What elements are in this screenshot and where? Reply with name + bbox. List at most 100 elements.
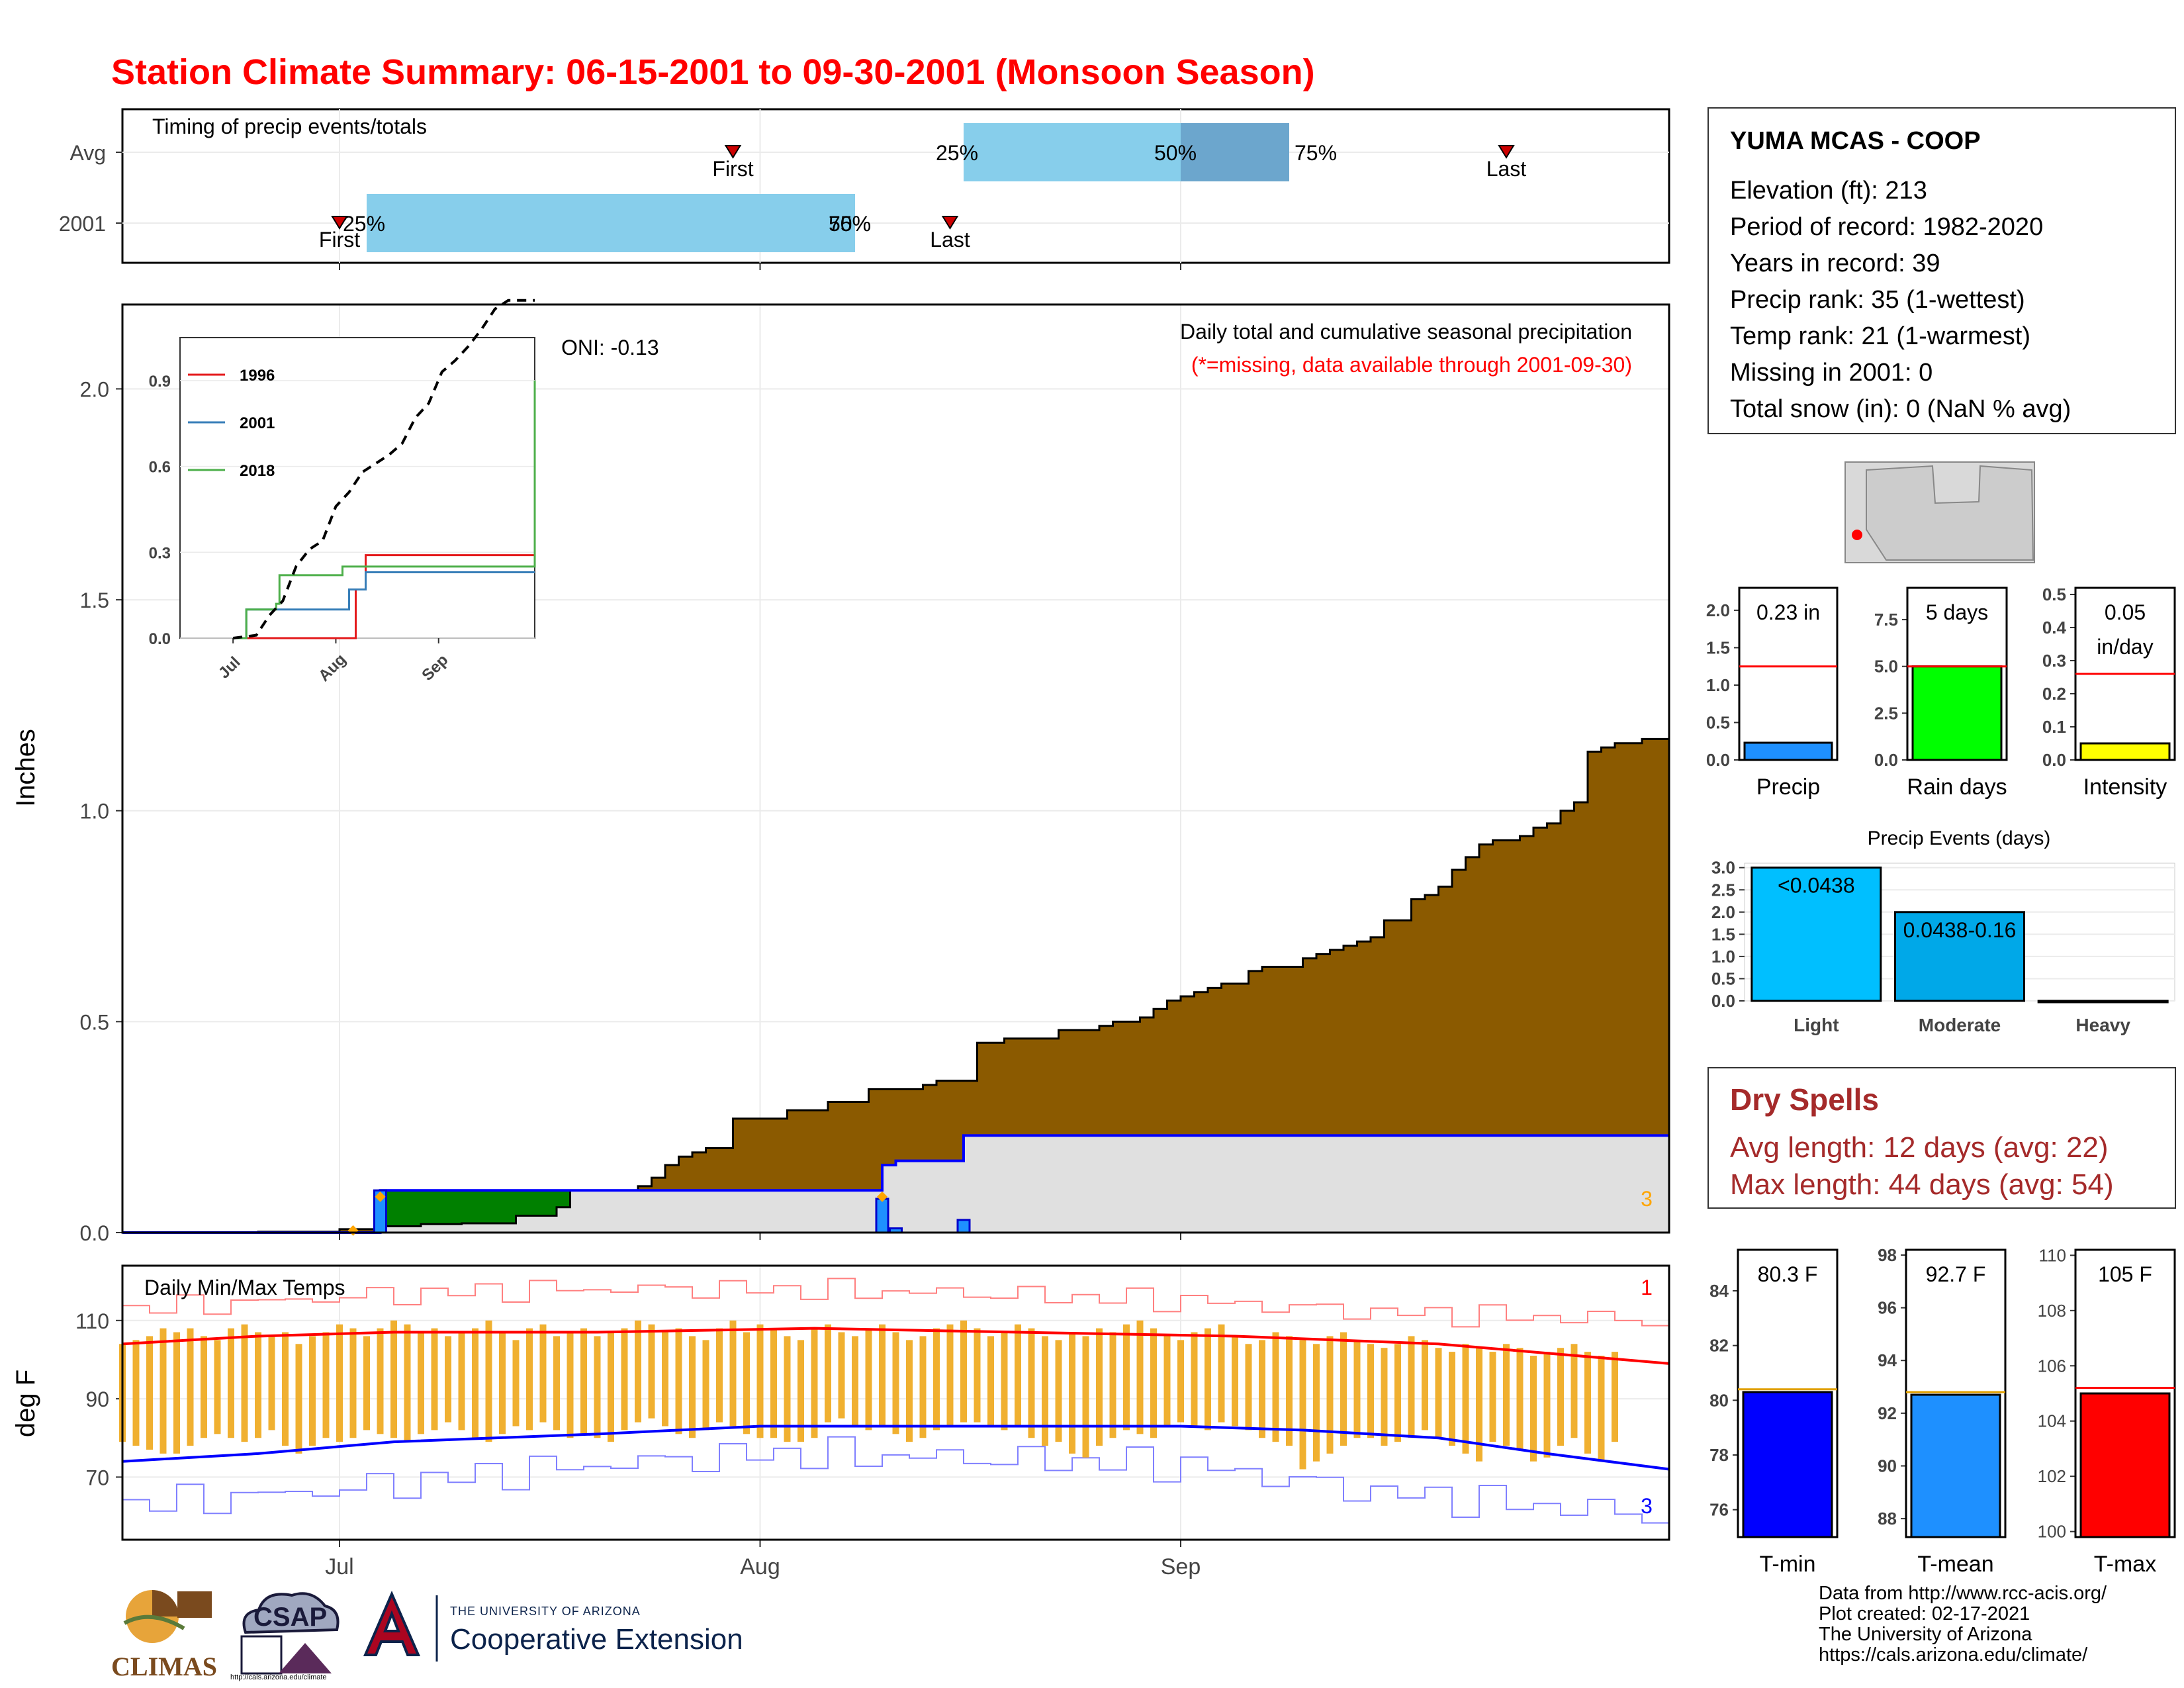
temp-ytick-label: 110 bbox=[75, 1309, 109, 1333]
daily-temp-bar bbox=[1326, 1336, 1334, 1454]
precip-bar-ytick-label: 0.0 bbox=[1706, 750, 1730, 770]
daily-temp-bar bbox=[987, 1336, 994, 1427]
tmean-bar-category-label: T-mean bbox=[1917, 1552, 1993, 1577]
station-temp-rank: Temp rank: 21 (1-warmest) bbox=[1730, 322, 2031, 350]
daily-temp-bar bbox=[1422, 1340, 1428, 1430]
daily-temp-bar bbox=[1530, 1356, 1537, 1462]
intensity-bar-value-label-unit: in/day bbox=[2097, 635, 2153, 659]
station-info-box: YUMA MCAS - COOP Elevation (ft): 213 Per… bbox=[1707, 107, 2176, 434]
daily-temp-bar bbox=[933, 1328, 940, 1430]
daily-temp-bar bbox=[1123, 1324, 1130, 1430]
tmin-bar-ytick-label: 84 bbox=[1709, 1281, 1729, 1301]
daily-temp-bar bbox=[336, 1324, 343, 1442]
daily-temp-bar bbox=[892, 1332, 899, 1434]
daily-temp-bar bbox=[974, 1328, 981, 1423]
precip-count: 3 bbox=[1641, 1187, 1653, 1211]
inset-ytick-label: 0.9 bbox=[149, 373, 171, 391]
avg-cumulative-area bbox=[122, 735, 1670, 1234]
daily-temp-bar bbox=[228, 1328, 234, 1438]
daily-temp-bar bbox=[635, 1320, 641, 1423]
daily-temp-bar bbox=[1367, 1344, 1374, 1438]
raindays-bar-ytick-label: 0.0 bbox=[1874, 750, 1898, 770]
daily-temp-bar bbox=[865, 1328, 872, 1430]
intensity-bar-ytick-label: 0.2 bbox=[2042, 684, 2066, 704]
raindays-bar-value-bar bbox=[1911, 665, 2003, 761]
intensity-bar-value-bar bbox=[2079, 742, 2171, 761]
climas-logo-text: CLIMAS bbox=[111, 1652, 218, 1681]
events-bar bbox=[1751, 867, 1882, 1002]
daily-temp-bar bbox=[675, 1328, 682, 1434]
event-marker bbox=[877, 1191, 887, 1202]
station-location-marker bbox=[1852, 530, 1862, 540]
daily-temp-bar bbox=[1503, 1344, 1510, 1446]
precip-panel-frame bbox=[121, 303, 1670, 1234]
daily-temp-bar bbox=[1449, 1352, 1455, 1446]
intensity-bar-value-label: 0.05 bbox=[2105, 600, 2146, 624]
daily-temp-bar bbox=[377, 1328, 384, 1434]
daily-temp-bar bbox=[1299, 1340, 1306, 1470]
daily-temp-bar bbox=[1082, 1336, 1089, 1458]
tmin-bar-value-bar bbox=[1742, 1391, 1833, 1538]
intensity-bar-ytick-label: 0.0 bbox=[2042, 750, 2066, 770]
daily-temp-bar bbox=[282, 1332, 289, 1446]
timing-last-label: Last bbox=[930, 228, 970, 252]
daily-temp-bar bbox=[1353, 1340, 1361, 1438]
precip-bar-ytick-label: 1.0 bbox=[1706, 675, 1730, 695]
precip-ytick-label: 0.5 bbox=[80, 1010, 109, 1034]
daily-temp-bar bbox=[526, 1328, 533, 1430]
daily-temp-bar bbox=[621, 1328, 628, 1430]
ua-logo-small-text: THE UNIVERSITY OF ARIZONA bbox=[450, 1605, 641, 1618]
daily-temp-bar bbox=[445, 1336, 451, 1423]
daily-temp-bar bbox=[1109, 1332, 1116, 1438]
events-bar-label: <0.0438 bbox=[1778, 874, 1855, 898]
station-name: YUMA MCAS - COOP bbox=[1730, 127, 1981, 155]
timing-q25-label: 25% bbox=[936, 141, 978, 165]
locator-map-states bbox=[1866, 465, 2034, 561]
daily-temp-bar bbox=[1462, 1344, 1469, 1454]
tmax-bar-ytick-label: 106 bbox=[2038, 1356, 2066, 1376]
station-precip-rank: Precip rank: 35 (1-wettest) bbox=[1730, 286, 2025, 314]
events-ytick-label: 3.0 bbox=[1711, 858, 1735, 878]
tmean-bar-ytick-label: 92 bbox=[1878, 1403, 1897, 1423]
daily-temp-bar bbox=[608, 1332, 614, 1442]
raindays-bar-value-label: 5 days bbox=[1926, 600, 1988, 624]
daily-temp-bar bbox=[1340, 1332, 1347, 1446]
temp-panel-label: Daily Min/Max Temps bbox=[144, 1276, 345, 1299]
raindays-bar-category-label: Rain days bbox=[1907, 774, 2007, 800]
tmax-bar-category-label: T-max bbox=[2094, 1552, 2156, 1577]
daily-temp-bar bbox=[472, 1328, 478, 1438]
daily-temp-bar bbox=[553, 1336, 560, 1430]
precip-bar-ytick-label: 2.0 bbox=[1706, 600, 1730, 620]
dry-spells-title: Dry Spells bbox=[1730, 1082, 1879, 1117]
raindays-bar-ytick-label: 7.5 bbox=[1874, 610, 1898, 630]
daily-temp-bar bbox=[1476, 1348, 1482, 1462]
avg-tmin-line bbox=[122, 1425, 1670, 1471]
avg-tmax-line bbox=[122, 1327, 1670, 1365]
daily-precip-bar bbox=[956, 1219, 971, 1234]
daily-temp-bar bbox=[1286, 1336, 1293, 1446]
temp-panel-frame bbox=[121, 1264, 1670, 1541]
daily-temp-bar bbox=[146, 1336, 153, 1450]
precip-bar-value-bar bbox=[1743, 741, 1833, 761]
intensity-bar-ytick-label: 0.5 bbox=[2042, 585, 2066, 604]
daily-temp-bar bbox=[390, 1320, 397, 1438]
daily-temp-bar bbox=[214, 1340, 221, 1434]
daily-temp-bar bbox=[295, 1344, 302, 1454]
intensity-bar-ytick-label: 0.3 bbox=[2042, 651, 2066, 671]
daily-temp-bar bbox=[404, 1324, 411, 1442]
daily-temp-bar bbox=[1001, 1332, 1008, 1430]
daily-temp-bar bbox=[1557, 1348, 1564, 1446]
tmin-bar-ytick-label: 82 bbox=[1709, 1336, 1729, 1356]
events-ytick-label: 0.0 bbox=[1711, 991, 1735, 1011]
tmin-bar-category-label: T-min bbox=[1760, 1552, 1816, 1577]
events-category-label: Heavy bbox=[2075, 1015, 2130, 1035]
daily-temp-bar bbox=[756, 1324, 764, 1438]
daily-temp-bar bbox=[512, 1340, 520, 1427]
precip-subtitle: (*=missing, data available through 2001-… bbox=[1191, 353, 1632, 377]
timing-first-marker bbox=[331, 216, 348, 230]
tmin-bar-value-label: 80.3 F bbox=[1758, 1262, 1818, 1286]
tmean-bar-ytick-label: 94 bbox=[1878, 1350, 1897, 1370]
timing-q50-label: 50% bbox=[829, 212, 871, 236]
daily-temp-bar bbox=[825, 1324, 831, 1423]
